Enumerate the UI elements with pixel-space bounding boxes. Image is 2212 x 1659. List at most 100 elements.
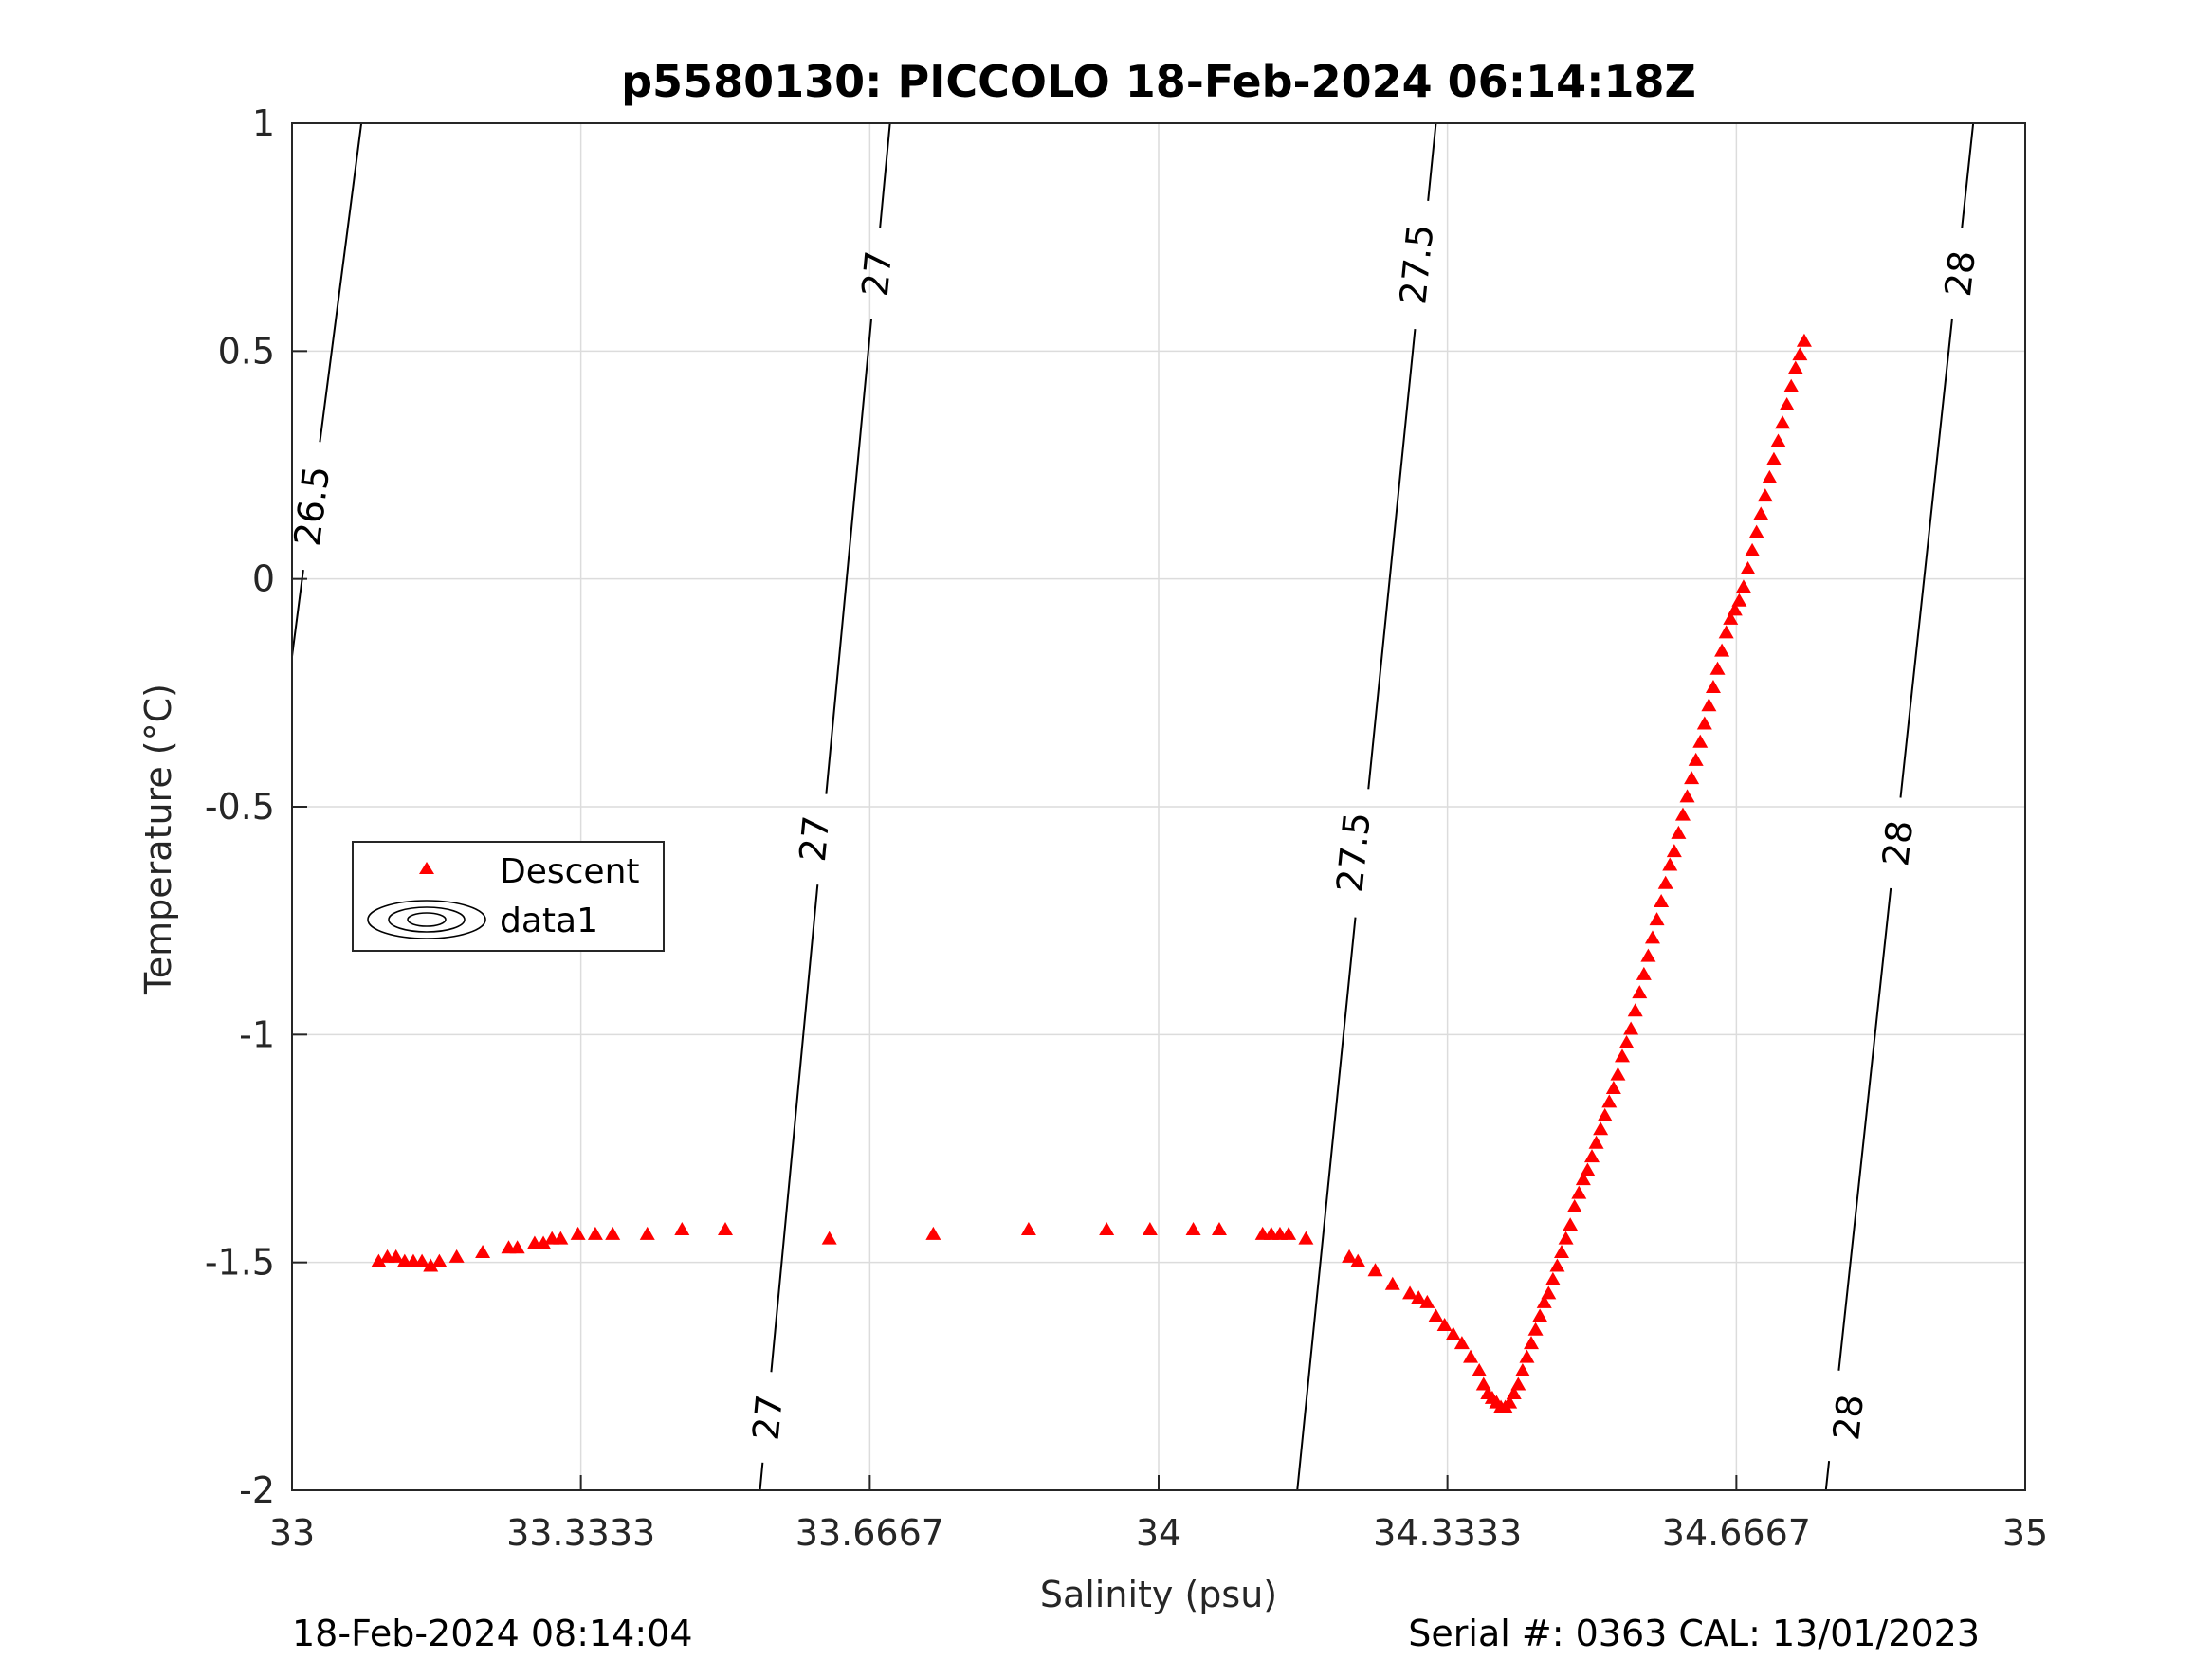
contour-line-28 xyxy=(1961,122,1975,228)
descent-point xyxy=(1618,1034,1635,1048)
descent-point xyxy=(448,1249,465,1263)
descent-point xyxy=(718,1222,733,1236)
footer-timestamp: 18-Feb-2024 08:14:04 xyxy=(292,1613,693,1654)
contour-line-27 xyxy=(879,122,891,228)
descent-point xyxy=(1536,1294,1552,1308)
descent-point xyxy=(1411,1290,1427,1304)
descent-point xyxy=(414,1253,430,1267)
descent-point xyxy=(1563,1217,1579,1231)
descent-point xyxy=(1402,1285,1418,1300)
descent-point xyxy=(1748,524,1764,538)
footer-serial-cal: Serial #: 0363 CAL: 13/01/2023 xyxy=(1408,1613,1980,1654)
descent-point xyxy=(1662,857,1678,871)
descent-point xyxy=(1614,1048,1630,1063)
descent-point xyxy=(1445,1326,1461,1340)
legend-descent-label: Descent xyxy=(500,852,640,891)
descent-point xyxy=(1779,397,1795,411)
descent-point xyxy=(1298,1231,1314,1245)
contour-label-27.5: 27.5 xyxy=(1328,811,1378,895)
contour-label-27: 27 xyxy=(854,248,900,298)
descent-point xyxy=(423,1258,439,1272)
descent-point xyxy=(1636,966,1652,980)
contour-line-27.5 xyxy=(1296,917,1357,1491)
descent-point xyxy=(1696,716,1712,730)
descent-point xyxy=(431,1253,448,1267)
descent-point xyxy=(1688,752,1704,766)
contour-line-27 xyxy=(759,1462,764,1491)
descent-point xyxy=(674,1222,690,1236)
contour-line-27 xyxy=(825,319,873,794)
descent-point xyxy=(1185,1222,1201,1236)
descent-point xyxy=(1666,844,1682,858)
descent-point xyxy=(1588,1135,1604,1149)
descent-point xyxy=(1684,771,1700,785)
contour-label-27.5: 27.5 xyxy=(1392,223,1441,307)
contour-label-27: 27 xyxy=(792,813,837,863)
descent-point xyxy=(1765,451,1782,465)
descent-point xyxy=(821,1231,837,1245)
descent-point xyxy=(1792,347,1808,361)
descent-point xyxy=(605,1226,621,1240)
descent-point xyxy=(1584,1149,1600,1163)
descent-point xyxy=(1527,1322,1544,1336)
contour-label-27: 27 xyxy=(745,1393,791,1442)
contour-line-26.5 xyxy=(291,570,304,657)
descent-point xyxy=(1783,378,1800,392)
descent-point xyxy=(509,1240,525,1254)
descent-point xyxy=(1709,661,1726,675)
descent-point xyxy=(1597,1107,1613,1121)
descent-point xyxy=(587,1226,603,1240)
descent-point xyxy=(1142,1222,1158,1236)
descent-point xyxy=(1705,680,1721,694)
contour-label-28: 28 xyxy=(1874,818,1921,868)
contour-line-26.5 xyxy=(319,122,363,443)
x-tick-label: 34 xyxy=(1136,1512,1181,1554)
descent-point xyxy=(639,1226,655,1240)
descent-point xyxy=(1735,579,1751,593)
descent-point xyxy=(1211,1222,1227,1236)
descent-point xyxy=(1692,734,1709,748)
contour-line-27.5 xyxy=(1427,122,1437,201)
descent-point xyxy=(1654,893,1670,907)
descent-point xyxy=(1463,1349,1479,1363)
descent-point xyxy=(1519,1349,1535,1363)
y-axis-label: Temperature (°C) xyxy=(137,684,179,995)
descent-point xyxy=(1575,1172,1591,1186)
descent-point xyxy=(570,1226,586,1240)
y-tick-label: 0.5 xyxy=(218,330,275,372)
axis-ticks: 33 33.3333 33.6667 34 34.3333 34.6667 35 -2 -1.5… xyxy=(205,102,2048,1554)
descent-point xyxy=(1532,1308,1548,1322)
x-tick-label: 35 xyxy=(2002,1512,2048,1554)
legend-data1-label: data1 xyxy=(500,902,598,940)
descent-point xyxy=(1701,698,1717,712)
descent-point xyxy=(1549,1258,1565,1272)
x-axis-label: Salinity (psu) xyxy=(1040,1574,1277,1615)
descent-point xyxy=(1740,561,1756,575)
y-tick-label: -1 xyxy=(239,1013,275,1055)
descent-point xyxy=(1099,1222,1115,1236)
descent-point xyxy=(1627,1003,1643,1017)
descent-point xyxy=(1601,1094,1618,1108)
descent-point xyxy=(1632,985,1648,999)
y-tick-label: 1 xyxy=(252,102,275,144)
descent-point xyxy=(1514,1363,1530,1377)
descent-point xyxy=(1796,333,1812,347)
descent-point xyxy=(1770,433,1786,447)
contour-label-26.5: 26.5 xyxy=(286,464,338,549)
descent-point xyxy=(1020,1222,1036,1236)
descent-point xyxy=(1610,1066,1626,1081)
descent-point xyxy=(1753,506,1769,520)
descent-point xyxy=(1727,602,1743,616)
descent-point xyxy=(1475,1376,1491,1391)
x-tick-label: 34.6667 xyxy=(1662,1512,1811,1554)
descent-point xyxy=(1506,1386,1522,1400)
descent-point xyxy=(1510,1376,1526,1391)
descent-point xyxy=(1558,1231,1574,1245)
descent-point xyxy=(536,1235,552,1249)
contour-line-28 xyxy=(1899,318,1953,798)
descent-point xyxy=(1541,1285,1557,1300)
descent-point xyxy=(1623,1021,1639,1035)
descent-point xyxy=(1762,469,1778,483)
y-tick-label: 0 xyxy=(252,558,275,600)
descent-point xyxy=(1545,1271,1561,1285)
